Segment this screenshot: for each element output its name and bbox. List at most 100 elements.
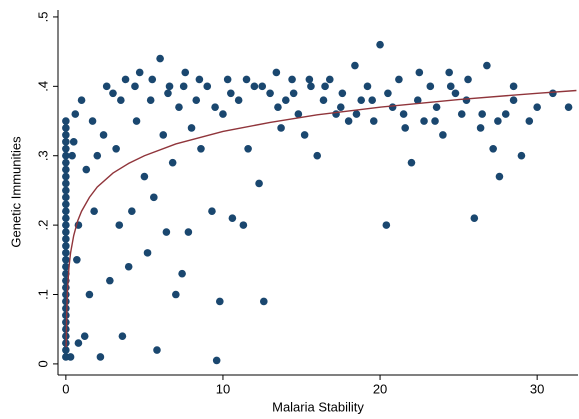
point [305, 75, 314, 84]
point [321, 82, 329, 91]
y-tick-label: .5 [35, 12, 50, 23]
point [464, 75, 472, 84]
point [351, 61, 359, 70]
point [73, 256, 81, 264]
point [431, 117, 439, 125]
point [415, 68, 424, 77]
point [446, 82, 455, 91]
point [121, 75, 130, 84]
point [62, 165, 70, 174]
point [62, 193, 70, 202]
point [325, 75, 334, 84]
point [69, 138, 78, 146]
point [227, 89, 235, 98]
point [495, 172, 504, 181]
point [242, 75, 251, 84]
point [62, 304, 70, 313]
point [62, 256, 70, 264]
point [208, 207, 216, 216]
point [62, 172, 70, 181]
point [289, 89, 298, 98]
point [172, 290, 180, 299]
point [131, 82, 139, 91]
point [244, 144, 252, 153]
point [277, 124, 285, 132]
point [62, 124, 70, 132]
point [234, 96, 243, 105]
point [62, 221, 70, 229]
point [148, 75, 157, 84]
y-tick-label: .2 [35, 220, 50, 231]
point [357, 96, 366, 105]
point [476, 124, 485, 132]
point [143, 249, 152, 257]
point [470, 214, 479, 222]
point [184, 228, 193, 236]
point [384, 89, 392, 98]
point [77, 96, 86, 105]
point [388, 103, 397, 111]
point [401, 124, 409, 132]
point [432, 103, 441, 111]
point [192, 96, 201, 105]
point [517, 151, 526, 160]
point [82, 165, 91, 174]
point [363, 82, 372, 91]
point [159, 131, 168, 139]
point [313, 151, 322, 160]
point [344, 117, 353, 125]
point [509, 96, 518, 105]
point [62, 207, 70, 216]
point [62, 158, 70, 167]
point [165, 82, 174, 91]
point [288, 75, 296, 84]
point [250, 82, 259, 91]
point [457, 110, 466, 118]
point [62, 144, 70, 153]
point [128, 207, 136, 216]
point [115, 221, 124, 229]
point [266, 89, 274, 98]
point [239, 221, 248, 229]
point [62, 214, 70, 222]
point [407, 158, 416, 167]
point [223, 75, 232, 84]
point [93, 151, 102, 160]
point [146, 96, 155, 105]
point [68, 151, 76, 160]
x-tick-label: 20 [373, 381, 387, 396]
x-axis-label: Malaria Stability [272, 399, 364, 414]
point [368, 96, 376, 105]
point [62, 179, 70, 188]
point [228, 214, 237, 222]
point [501, 110, 510, 118]
point [211, 103, 219, 111]
point [219, 110, 227, 118]
point [509, 82, 518, 91]
point [66, 353, 75, 361]
point [352, 110, 361, 118]
point [118, 332, 127, 340]
point [564, 103, 573, 111]
point [124, 262, 133, 271]
point [112, 144, 120, 153]
point [420, 117, 428, 125]
point [300, 131, 309, 139]
point [162, 228, 171, 236]
point [212, 356, 221, 365]
y-tick-label: 0 [35, 360, 50, 367]
point [62, 186, 70, 195]
point [117, 96, 125, 105]
point [319, 96, 328, 105]
point [62, 311, 70, 320]
point [533, 103, 541, 111]
point [150, 193, 158, 202]
point [281, 96, 290, 105]
point [62, 138, 70, 146]
point [153, 346, 161, 354]
point [71, 110, 80, 118]
point [445, 68, 453, 77]
point [426, 82, 435, 91]
point [62, 262, 70, 271]
